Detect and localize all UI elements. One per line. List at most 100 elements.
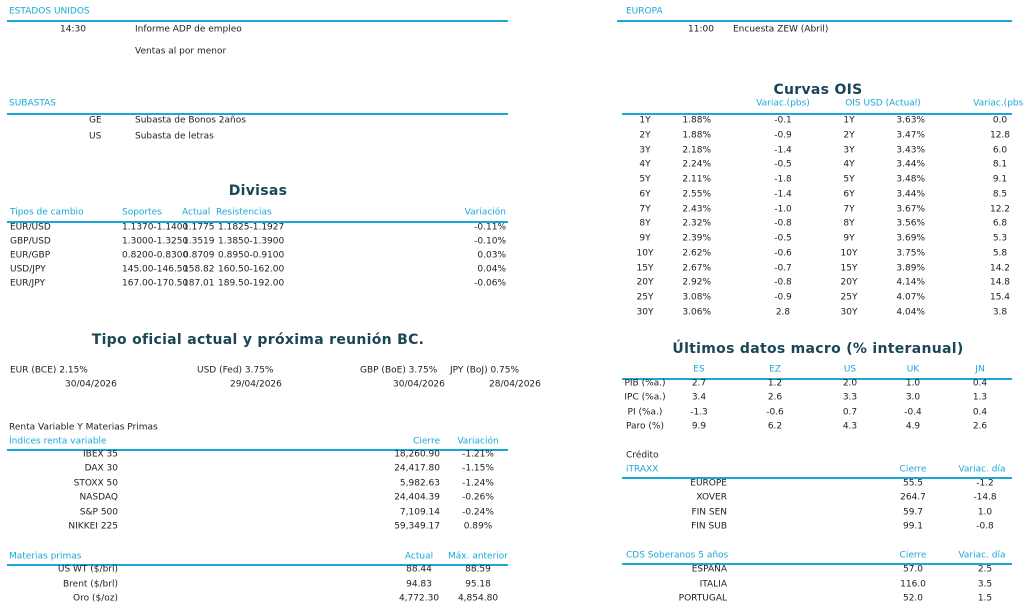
credit-change: -1.2 [976, 478, 994, 489]
index-close: 5,982.63 [399, 478, 440, 489]
index-change: -0.24% [462, 507, 494, 518]
macro-value: 1.2 [767, 378, 783, 389]
divider [617, 20, 1012, 22]
index-close: 24,417.80 [394, 463, 440, 474]
commodity-name: US WT ($/brl) [57, 564, 118, 575]
macro-value: 0.4 [972, 407, 988, 418]
ois-eur-change: -0.9 [774, 130, 792, 141]
fx-cell: 1.1370-1.1400 [122, 222, 189, 233]
central-banks-title: Tipo oficial actual y próxima reunión BC… [91, 332, 425, 348]
fx-cell: EUR/JPY [10, 278, 45, 289]
fx-cell: 0.04% [477, 264, 506, 275]
cds-country: ITALIA [699, 579, 727, 589]
credit-header: Cierre [899, 464, 927, 475]
ois-usd-rate: 3.63% [896, 115, 925, 126]
credit-name: FIN SUB [691, 521, 727, 532]
cds-header: CDS Soberanos 5 años [626, 550, 729, 561]
ois-tenor: 4Y [639, 159, 651, 170]
macro-value: 1.0 [905, 378, 921, 389]
fx-cell: GBP/USD [10, 236, 51, 247]
ois-usd-rate: 3.43% [896, 145, 925, 155]
commodity-name: Brent ($/brl) [62, 579, 118, 589]
cds-change: 1.5 [977, 593, 993, 604]
auction-country: US [89, 131, 102, 142]
ois-tenor: 3Y [639, 145, 651, 155]
ois-tenor: 9Y [639, 233, 651, 244]
fx-cell: 1.1775 [183, 222, 215, 233]
ois-eur-change: -1.4 [774, 189, 792, 200]
ois-usd-rate: 4.07% [896, 292, 925, 303]
cds-change: 3.5 [977, 579, 993, 589]
macro-label: Paro (%) [626, 421, 664, 432]
ois-tenor: 10Y [840, 248, 858, 259]
ois-eur-rate: 2.32% [682, 218, 711, 229]
index-name: IBEX 35 [83, 449, 118, 460]
index-name: S&P 500 [79, 507, 118, 518]
ois-tenor: 20Y [840, 277, 858, 288]
ois-eur-rate: 2.55% [682, 189, 711, 200]
index-name: NIKKEI 225 [68, 521, 118, 532]
ois-title: Curvas OIS [773, 82, 863, 98]
ois-eur-change: -0.9 [774, 292, 792, 303]
ois-tenor: 5Y [843, 174, 855, 185]
credit-name: XOVER [696, 492, 727, 503]
ois-tenor: 20Y [636, 277, 654, 288]
ois-eur-rate: 1.88% [682, 115, 711, 126]
ois-usd-change: 6.0 [992, 145, 1008, 155]
ois-eur-change: 2.8 [775, 307, 791, 318]
macro-value: 2.0 [842, 378, 858, 389]
ois-usd-rate: 3.47% [896, 130, 925, 141]
index-name: STOXX 50 [73, 478, 118, 489]
macro-value: -0.4 [904, 407, 922, 418]
divider [7, 449, 508, 451]
ois-usd-rate: 4.14% [896, 277, 925, 288]
macro-value: 3.3 [842, 392, 858, 403]
fx-header: Tipos de cambio [10, 207, 84, 218]
ois-tenor: 6Y [639, 189, 651, 200]
auction-country: GE [89, 115, 102, 126]
index-change: 0.89% [463, 521, 493, 532]
fx-cell: 1.3519 [183, 236, 215, 247]
commodity-max: 4,854.80 [457, 593, 499, 604]
ois-eur-change: -1.0 [774, 204, 792, 214]
ois-eur-change: -0.8 [774, 218, 792, 229]
ois-tenor: 25Y [636, 292, 654, 303]
ois-usd-change: 9.1 [992, 174, 1008, 185]
ois-usd-rate: 3.48% [896, 174, 925, 185]
cds-close: 116.0 [900, 579, 926, 589]
ois-eur-rate: 2.39% [682, 233, 711, 244]
cb-rate: USD (Fed) 3.75% [197, 365, 274, 376]
index-change: -1.24% [462, 478, 494, 489]
macro-value: -0.6 [766, 407, 784, 418]
cb-date: 28/04/2026 [489, 379, 541, 390]
divider [7, 113, 508, 115]
macro-value: 4.9 [905, 421, 921, 432]
macro-value: 6.2 [767, 421, 783, 432]
ois-eur-change: -0.5 [774, 233, 792, 244]
commodity-name: Oro ($/oz) [73, 593, 118, 604]
section-label-auctions: SUBASTAS [9, 98, 57, 109]
ois-usd-rate: 3.44% [896, 159, 925, 170]
fx-cell: 1.3000-1.3250 [122, 236, 189, 247]
macro-title: Últimos datos macro (% interanual) [672, 341, 964, 357]
ois-usd-change: 15.4 [989, 292, 1011, 303]
section-label-europe: EUROPA [626, 6, 663, 17]
credit-close: 264.7 [900, 492, 926, 503]
macro-value: 9.9 [691, 421, 707, 432]
ois-tenor: 8Y [843, 218, 855, 229]
credit-section-title: Crédito [626, 450, 659, 461]
ois-eur-rate: 1.88% [682, 130, 711, 141]
fx-cell: EUR/USD [10, 222, 51, 233]
ois-usd-rate: 3.69% [896, 233, 925, 244]
ois-tenor: 2Y [639, 130, 651, 141]
ois-header: Variac.(pbs) [973, 98, 1024, 109]
ois-eur-rate: 2.18% [682, 145, 711, 155]
ois-tenor: 1Y [843, 115, 855, 126]
index-close: 18,260.90 [394, 449, 440, 460]
commodities-header: Actual [404, 551, 434, 562]
cds-change: 2.5 [977, 564, 993, 575]
fx-cell: 160.50-162.00 [218, 264, 285, 275]
ois-usd-change: 0.0 [992, 115, 1008, 126]
fx-cell: 167.00-170.50 [122, 278, 189, 289]
macro-value: 2.7 [691, 378, 707, 389]
